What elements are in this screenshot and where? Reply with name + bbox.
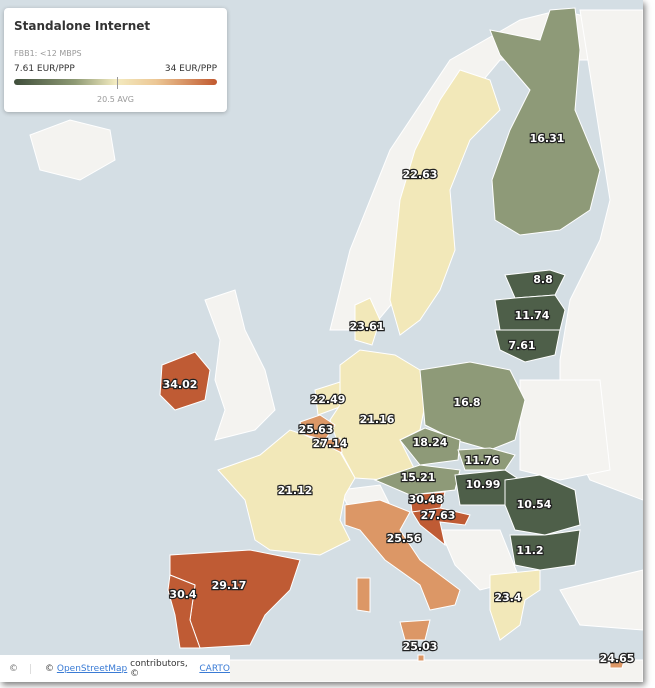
legend: Standalone Internet FBB1: <12 MBPS 7.61 … <box>4 8 227 112</box>
value-label-denmark: 23.61 <box>350 320 385 333</box>
carto-link[interactable]: CARTO <box>199 663 230 674</box>
legend-color-scale <box>14 79 217 85</box>
value-label-greece: 23.4 <box>494 591 521 604</box>
legend-avg-label: 20.5 AVG <box>97 95 134 104</box>
openstreetmap-link[interactable]: OpenStreetMap <box>56 663 128 674</box>
map-canvas[interactable]: 16.31 22.63 8.8 11.74 7.61 23.61 34.02 22.49 21.… <box>0 0 643 682</box>
value-label-spain: 29.17 <box>212 579 247 592</box>
land-africa <box>169 659 643 682</box>
value-label-romania: 10.54 <box>517 498 552 511</box>
region-finland[interactable] <box>489 7 601 236</box>
value-label-lithuania: 7.61 <box>508 339 535 352</box>
land-ukraine <box>519 379 611 481</box>
region-sicily[interactable] <box>399 619 431 641</box>
region-belgium[interactable] <box>299 414 336 441</box>
value-label-czechia: 18.24 <box>413 436 448 449</box>
leaflet-attribution[interactable]: © <box>0 663 31 674</box>
region-romania[interactable] <box>504 474 581 536</box>
value-label-austria: 15.21 <box>401 471 436 484</box>
value-label-croatia: 27.63 <box>421 509 456 522</box>
value-label-portugal: 30.4 <box>169 588 196 601</box>
value-label-ireland: 34.02 <box>163 378 198 391</box>
region-bulgaria[interactable] <box>509 529 581 571</box>
region-lithuania[interactable] <box>494 329 561 363</box>
value-label-estonia: 8.8 <box>533 273 553 286</box>
value-label-sweden: 22.63 <box>403 168 438 181</box>
value-label-luxembourg: 27.14 <box>313 437 348 450</box>
region-cyprus[interactable] <box>609 656 626 669</box>
region-ireland[interactable] <box>159 351 211 411</box>
value-label-slovakia: 11.76 <box>465 454 500 467</box>
legend-title: Standalone Internet <box>14 19 151 33</box>
value-label-germany: 21.16 <box>360 413 395 426</box>
region-italy[interactable] <box>344 499 461 611</box>
land-great-britain <box>204 289 276 441</box>
value-label-finland: 16.31 <box>530 132 565 145</box>
attribution-bar: © © OpenStreetMap contributors, © CARTO <box>0 655 230 682</box>
region-malta[interactable] <box>417 654 425 662</box>
region-greece[interactable] <box>489 569 541 641</box>
region-croatia[interactable] <box>411 507 471 547</box>
legend-subtitle: FBB1: <12 MBPS <box>14 49 82 58</box>
legend-max-label: 34 EUR/PPP <box>164 64 217 74</box>
value-label-bulgaria: 11.2 <box>516 544 543 557</box>
region-slovakia[interactable] <box>457 447 516 471</box>
value-label-france: 21.12 <box>278 484 313 497</box>
region-denmark[interactable] <box>354 297 381 346</box>
attribution-prefix: © <box>45 663 54 674</box>
attribution-middle: contributors, © <box>130 658 188 679</box>
value-label-belgium: 25.63 <box>299 423 334 436</box>
value-label-italy: 25.56 <box>387 532 422 545</box>
value-labels: 16.31 22.63 8.8 11.74 7.61 23.61 34.02 22.49 21.… <box>161 131 635 666</box>
value-label-hungary: 10.99 <box>466 478 501 491</box>
land-iceland <box>29 119 116 181</box>
region-france[interactable] <box>217 429 356 556</box>
region-sweden[interactable] <box>389 69 501 336</box>
value-label-slovenia: 30.48 <box>409 493 444 506</box>
region-estonia[interactable] <box>504 269 566 299</box>
legend-avg-tick <box>117 77 118 89</box>
region-portugal[interactable] <box>167 574 201 649</box>
regions <box>159 7 626 669</box>
value-label-netherlands: 22.49 <box>311 393 346 406</box>
value-label-cyprus: 24.65 <box>600 652 635 665</box>
land-turkey <box>559 569 643 631</box>
region-poland[interactable] <box>419 361 526 451</box>
map[interactable]: 16.31 22.63 8.8 11.74 7.61 23.61 34.02 22.49 21.… <box>0 0 643 682</box>
region-sardinia[interactable] <box>356 577 371 613</box>
legend-min-label: 7.61 EUR/PPP <box>14 64 75 74</box>
value-label-malta: 25.03 <box>403 640 438 653</box>
value-label-poland: 16.8 <box>453 396 480 409</box>
value-label-latvia: 11.74 <box>515 309 550 322</box>
